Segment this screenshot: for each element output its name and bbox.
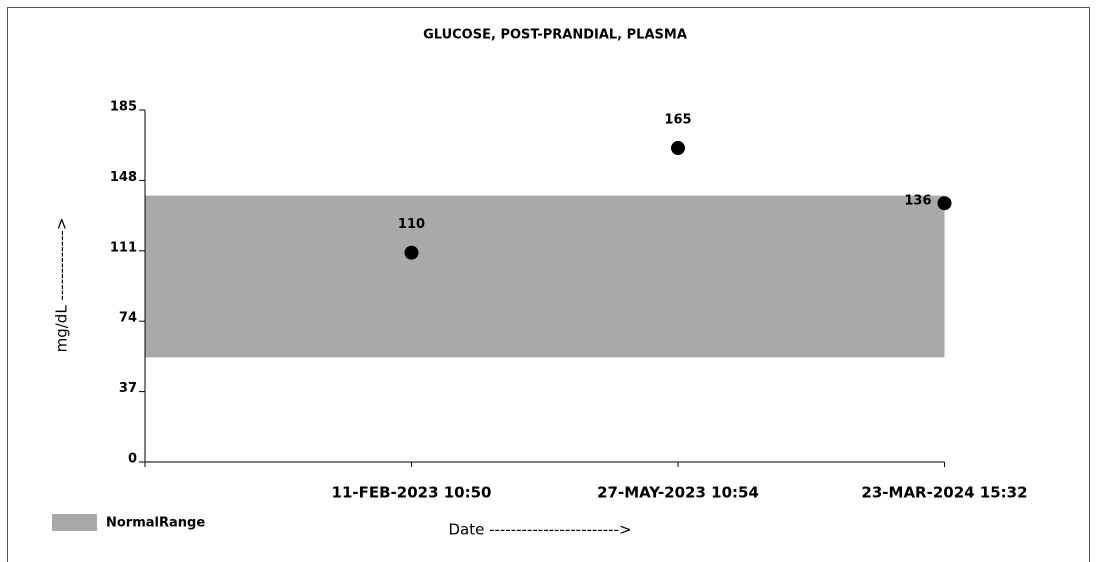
x-tick-label: 23-MAR-2024 15:32 [861, 484, 1027, 502]
legend-label: NormalRange [106, 516, 205, 531]
x-tick-label: 27-MAY-2023 10:54 [597, 484, 759, 502]
normal-range [145, 195, 945, 358]
chart-title: GLUCOSE, POST-PRANDIAL, PLASMA [423, 28, 687, 43]
y-tick-label: 37 [119, 381, 137, 396]
point [404, 245, 419, 260]
data-label: 136 [904, 194, 931, 209]
y-tick-label: 148 [110, 170, 137, 185]
y-tick-label: 0 [128, 452, 137, 467]
x-axis-label: Date ------------------------> [448, 521, 631, 539]
legend-swatch [52, 514, 97, 531]
x-tick-label: 11-FEB-2023 10:50 [332, 484, 492, 502]
data-label: 165 [664, 113, 691, 128]
data-label: 110 [398, 217, 425, 232]
y-tick-label: 111 [110, 240, 137, 255]
y-tick-label: 185 [110, 100, 137, 115]
y-axis-label: mg/dL -------------> [53, 218, 71, 353]
chart-border [7, 7, 1090, 562]
y-tick-label: 74 [119, 311, 137, 326]
point [671, 141, 685, 156]
point [937, 196, 952, 211]
